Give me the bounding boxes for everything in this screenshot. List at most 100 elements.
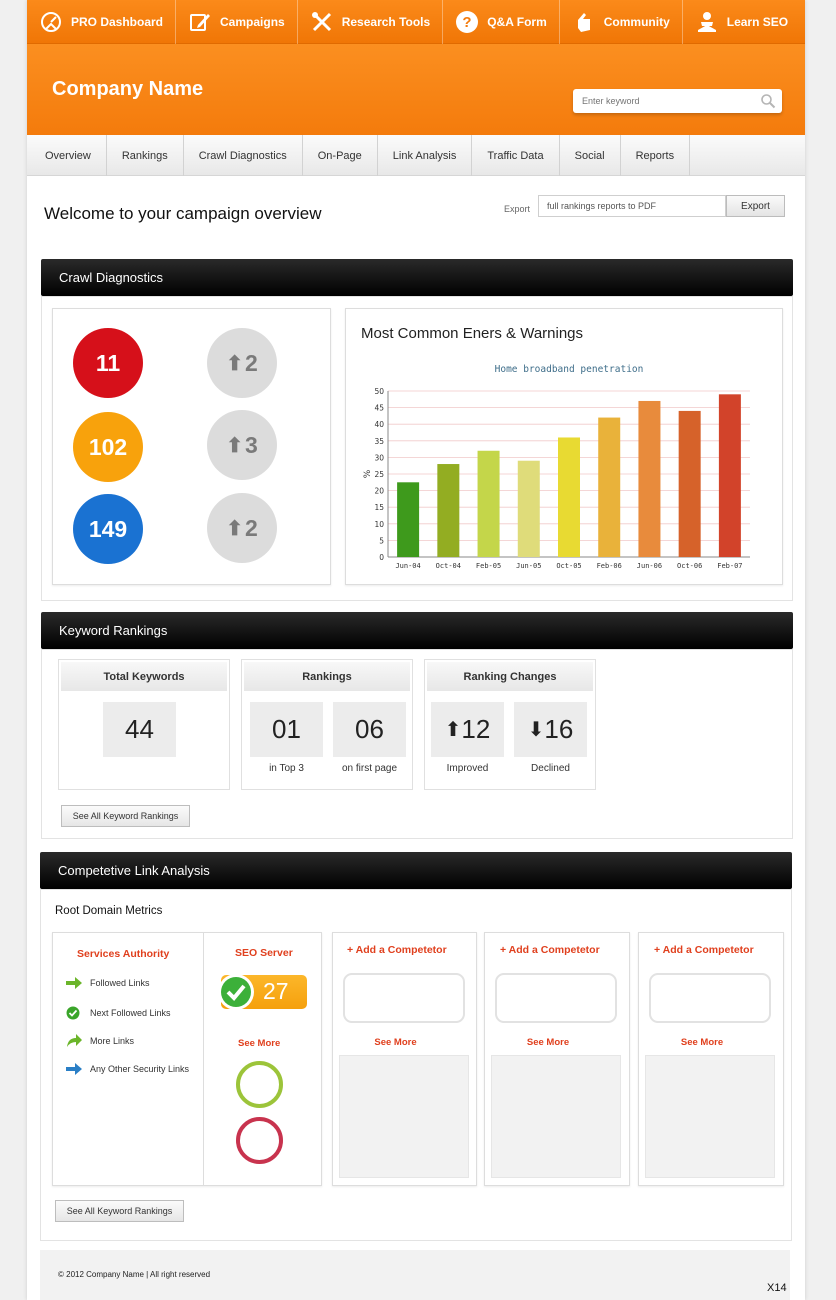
tab-on-page[interactable]: On-Page — [303, 135, 378, 176]
bar — [638, 400, 661, 557]
see-more-link[interactable]: See More — [374, 1037, 417, 1048]
notice-count-badge[interactable]: 149 — [73, 494, 143, 564]
competitor-panel-1: + Add a Competetor See More — [332, 932, 477, 1186]
keyword-rankings-header: Keyword Rankings — [41, 612, 793, 649]
y-tick-label: 15 — [374, 503, 384, 512]
declined-number: 16 — [544, 714, 574, 744]
see-all-keyword-rankings-button-2[interactable]: See All Keyword Rankings — [55, 1200, 184, 1222]
competitor-input[interactable] — [649, 973, 771, 1023]
x-tick-label: Oct-06 — [677, 562, 702, 570]
nav-learn-seo[interactable]: Learn SEO — [683, 0, 800, 44]
nav-campaigns[interactable]: Campaigns — [176, 0, 298, 44]
link-item[interactable]: Any Other Security Links — [66, 1063, 189, 1075]
see-more-link[interactable]: See More — [238, 1038, 281, 1049]
error-change-badge: ⬆ 2 — [207, 328, 277, 398]
x-tick-label: Jun-05 — [516, 562, 541, 570]
y-tick-label: 20 — [374, 487, 384, 496]
export-button[interactable]: Export — [726, 195, 785, 217]
tab-reports[interactable]: Reports — [621, 135, 691, 176]
change-value: 3 — [244, 431, 258, 458]
link-item-label: Next Followed Links — [90, 1008, 171, 1018]
tab-social[interactable]: Social — [560, 135, 621, 176]
tab-rankings[interactable]: Rankings — [107, 135, 184, 176]
improved-value: ⬆ 12 — [431, 702, 504, 757]
declined-caption: Declined — [531, 763, 570, 774]
change-value: 2 — [244, 349, 258, 376]
total-keywords-value: 44 — [103, 702, 176, 757]
competitor-placeholder — [491, 1055, 621, 1178]
first-page-value: 06 — [333, 702, 406, 757]
link-item-label: Any Other Security Links — [90, 1064, 190, 1074]
add-competitor-link[interactable]: + Add a Competetor — [654, 944, 754, 956]
see-more-link[interactable]: See More — [526, 1037, 570, 1048]
nav-research-tools[interactable]: Research Tools — [298, 0, 444, 44]
link-item[interactable]: Next Followed Links — [66, 1006, 171, 1020]
see-more-link[interactable]: See More — [680, 1037, 724, 1048]
nav-label: PRO Dashboard — [71, 15, 164, 29]
crawl-diagnostics-header: Crawl Diagnostics — [41, 259, 793, 296]
up-arrow-icon: ⬆ — [444, 719, 462, 741]
ring-red — [236, 1117, 283, 1164]
link-item[interactable]: Followed Links — [66, 977, 150, 989]
y-tick-label: 25 — [374, 470, 384, 479]
tab-crawl-diagnostics[interactable]: Crawl Diagnostics — [184, 135, 303, 176]
x-tick-label: Oct-05 — [556, 562, 581, 570]
issue-counts-panel: 11 102 149 ⬆ 2 ⬆ 3 ⬆ 2 — [52, 308, 331, 585]
company-name: Company Name — [52, 78, 204, 100]
notice-change-badge: ⬆ 2 — [207, 493, 277, 563]
reader-icon — [697, 12, 716, 32]
x-tick-label: Oct-04 — [436, 562, 461, 570]
nav-label: Research Tools — [341, 15, 431, 29]
authority-title: Services Authority — [77, 948, 170, 960]
bar-chart: Home broadband penetration 0 5 10 15 20 25 30 35… — [363, 364, 750, 570]
competitor-panel-3: + Add a Competetor See More — [638, 932, 784, 1186]
x-tick-label: Feb-07 — [717, 562, 742, 570]
y-tick-label: 40 — [374, 420, 384, 429]
search-input[interactable] — [573, 89, 743, 113]
bar — [437, 464, 460, 557]
add-competitor-link[interactable]: + Add a Competetor — [347, 944, 447, 956]
search-box — [573, 89, 782, 113]
authority-list: Services Authority Followed Links Next F… — [53, 933, 204, 1185]
add-competitor-link[interactable]: + Add a Competetor — [500, 944, 600, 956]
tab-link-analysis[interactable]: Link Analysis — [378, 135, 473, 176]
gauge-icon — [41, 12, 61, 32]
link-item[interactable]: More Links — [66, 1034, 134, 1048]
nav-community[interactable]: Community — [560, 0, 683, 44]
nav-label: Learn SEO — [726, 15, 789, 29]
up-arrow-icon: ⬆ — [226, 517, 243, 540]
authority-panel: Services Authority Followed Links Next F… — [52, 932, 322, 1186]
top3-value: 01 — [250, 702, 323, 757]
search-icon[interactable] — [760, 93, 776, 109]
chart-panel: Most Common Eners & Warnings Home broadb… — [345, 308, 783, 585]
warning-count-badge[interactable]: 102 — [73, 412, 143, 482]
y-tick-label: 45 — [374, 404, 384, 413]
bar — [678, 410, 701, 557]
nav-pro-dashboard[interactable]: PRO Dashboard — [27, 0, 177, 44]
export-field[interactable] — [538, 195, 726, 217]
bar — [517, 460, 540, 557]
improved-number: 12 — [461, 714, 491, 744]
y-tick-label: 5 — [379, 536, 384, 545]
page-number: X14 — [767, 1282, 787, 1294]
top-nav: PRO Dashboard Campaigns Research Tools ?… — [27, 0, 805, 44]
see-all-keyword-rankings-button[interactable]: See All Keyword Rankings — [61, 805, 190, 827]
nav-qa-form[interactable]: ? Q&A Form — [443, 0, 560, 44]
error-count-badge[interactable]: 11 — [73, 328, 143, 398]
down-arrow-icon: ⬇ — [527, 719, 545, 741]
y-axis-label: % — [363, 469, 373, 478]
ring-green — [236, 1061, 283, 1108]
competitor-input[interactable] — [495, 973, 617, 1023]
curved-arrow-icon — [67, 1034, 82, 1047]
competitor-input[interactable] — [343, 973, 465, 1023]
tab-traffic-data[interactable]: Traffic Data — [472, 135, 560, 176]
header-band: Company Name — [27, 44, 805, 135]
ranking-changes-card: Ranking Changes ⬆ 12 ⬇ 16 Improved Decline… — [424, 659, 596, 790]
chart-heading: Most Common Eners & Warnings — [361, 325, 584, 342]
x-tick-label: Jun-04 — [395, 562, 420, 570]
y-tick-label: 10 — [374, 520, 384, 529]
tab-overview[interactable]: Overview — [27, 135, 107, 176]
top3-caption: in Top 3 — [269, 763, 304, 774]
x-tick-label: Jun-06 — [637, 562, 662, 570]
first-page-caption: on first page — [341, 763, 398, 774]
